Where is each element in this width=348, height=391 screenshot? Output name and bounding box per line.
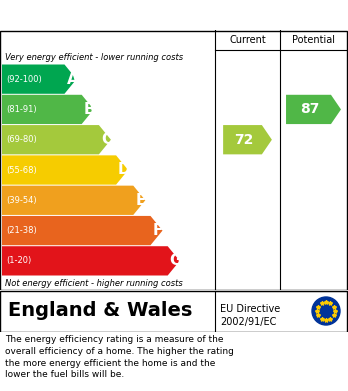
Text: England & Wales: England & Wales [8, 301, 192, 321]
Text: B: B [84, 102, 95, 117]
Text: F: F [152, 223, 163, 238]
Text: EU Directive: EU Directive [220, 304, 280, 314]
Polygon shape [2, 216, 163, 245]
Text: A: A [66, 72, 78, 87]
Polygon shape [2, 125, 111, 154]
Text: The energy efficiency rating is a measure of the
overall efficiency of a home. T: The energy efficiency rating is a measur… [5, 335, 234, 379]
Text: 2002/91/EC: 2002/91/EC [220, 316, 276, 326]
Text: (21-38): (21-38) [6, 226, 37, 235]
Text: C: C [101, 132, 112, 147]
Polygon shape [2, 95, 94, 124]
Text: D: D [118, 163, 131, 178]
Circle shape [312, 297, 340, 325]
Polygon shape [2, 186, 145, 215]
Text: (69-80): (69-80) [6, 135, 37, 144]
Polygon shape [2, 155, 128, 185]
Text: Current: Current [229, 35, 266, 45]
Polygon shape [286, 95, 341, 124]
Text: 87: 87 [300, 102, 319, 117]
Text: Not energy efficient - higher running costs: Not energy efficient - higher running co… [5, 278, 183, 287]
Polygon shape [2, 246, 180, 276]
Text: Energy Efficiency Rating: Energy Efficiency Rating [69, 7, 279, 23]
Text: Potential: Potential [292, 35, 335, 45]
Text: (55-68): (55-68) [6, 165, 37, 174]
Text: Very energy efficient - lower running costs: Very energy efficient - lower running co… [5, 52, 183, 61]
Text: (81-91): (81-91) [6, 105, 37, 114]
Text: G: G [170, 253, 182, 268]
Text: (1-20): (1-20) [6, 256, 31, 265]
Polygon shape [223, 125, 272, 154]
Polygon shape [2, 65, 77, 94]
Text: (92-100): (92-100) [6, 75, 42, 84]
Text: (39-54): (39-54) [6, 196, 37, 205]
Text: E: E [135, 193, 146, 208]
Text: 72: 72 [234, 133, 253, 147]
